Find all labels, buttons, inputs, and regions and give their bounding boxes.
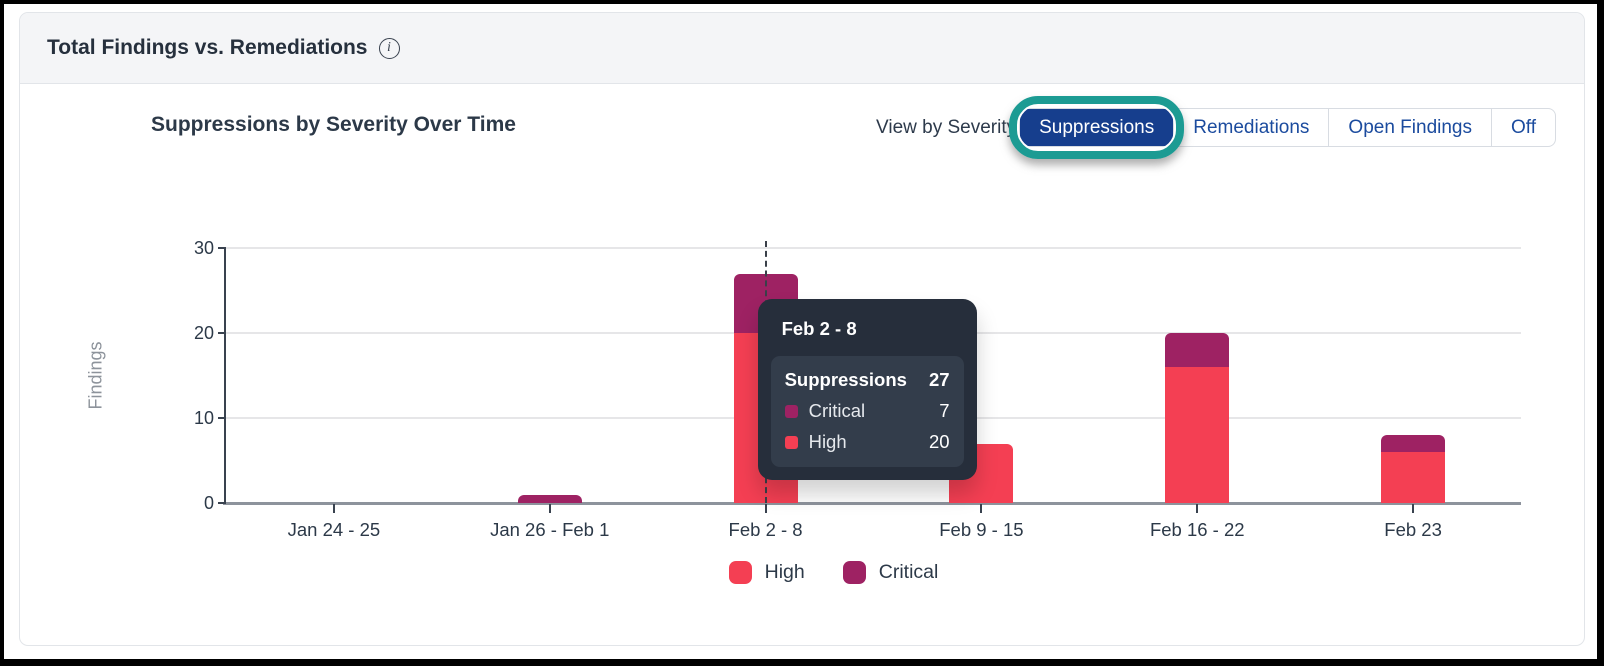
x-tick-5	[1412, 504, 1415, 513]
legend-label-high: High	[764, 561, 805, 583]
y-axis-title: Findings	[85, 341, 106, 410]
y-tick-20	[218, 332, 226, 334]
tooltip-swatch-critical	[784, 404, 798, 418]
bar-critical-4[interactable]	[1165, 333, 1230, 367]
tooltip-row-high: High 20	[784, 431, 950, 453]
y-axis-line	[224, 248, 226, 503]
page-background: Total Findings vs. Remediations i Suppre…	[4, 4, 1597, 659]
view-by-severity-controls: View by Severity Suppressions Remediatio…	[876, 96, 1556, 159]
tooltip-panel: Suppressions 27 Critical 7 High 20	[770, 356, 964, 467]
x-axis-line	[223, 502, 1521, 505]
y-tick-label-0: 0	[203, 493, 214, 513]
x-tick-0	[332, 504, 335, 513]
severity-view-toggle-group: Suppressions Remediations Open Findings …	[1009, 96, 1556, 159]
tooltip-label-high: High	[808, 431, 847, 452]
tooltip-total-label: Suppressions	[784, 369, 907, 390]
tooltip-row-critical: Critical 7	[784, 400, 950, 422]
x-tick-label-3: Feb 9 - 15	[939, 519, 1024, 540]
toggle-off[interactable]: Off	[1491, 109, 1555, 146]
tooltip-total-value: 27	[929, 369, 950, 390]
y-tick-label-10: 10	[193, 408, 214, 428]
findings-card: Total Findings vs. Remediations i Suppre…	[19, 12, 1585, 646]
bar-critical-1[interactable]	[517, 494, 582, 503]
chart-tooltip: Feb 2 - 8 Suppressions 27 Critical 7 High 2…	[757, 299, 977, 480]
x-tick-label-1: Jan 26 - Feb 1	[490, 519, 610, 540]
y-tick-30	[218, 247, 226, 249]
x-tick-label-2: Feb 2 - 8	[728, 519, 803, 540]
x-tick-4	[1196, 504, 1199, 513]
x-tick-label-0: Jan 24 - 25	[287, 519, 381, 540]
card-title: Total Findings vs. Remediations	[47, 36, 368, 59]
x-tick-3	[980, 504, 983, 513]
tooltip-swatch-high	[784, 435, 798, 449]
bar-high-5[interactable]	[1381, 452, 1446, 503]
legend-swatch-high	[728, 561, 752, 584]
y-tick-10	[218, 417, 226, 419]
tooltip-value-high: 20	[929, 431, 950, 452]
bar-high-4[interactable]	[1165, 367, 1230, 503]
legend-item-critical[interactable]: Critical	[842, 561, 939, 584]
view-by-severity-label: View by Severity	[876, 116, 1017, 138]
info-icon[interactable]: i	[378, 37, 400, 59]
tooltip-title: Feb 2 - 8	[781, 318, 857, 339]
toggle-suppressions[interactable]: Suppressions	[1020, 109, 1174, 146]
card-header: Total Findings vs. Remediations i	[20, 13, 1584, 84]
legend-item-high[interactable]: High	[728, 561, 805, 584]
y-tick-label-20: 20	[193, 323, 214, 343]
tooltip-total-row: Suppressions 27	[785, 369, 950, 391]
y-tick-label-30: 30	[193, 238, 214, 258]
chart-title: Suppressions by Severity Over Time	[151, 113, 516, 136]
chart-legend: High Critical	[186, 561, 1481, 584]
toggle-open-findings[interactable]: Open Findings	[1328, 109, 1491, 146]
bar-critical-5[interactable]	[1381, 435, 1446, 452]
gridline-30	[226, 247, 1521, 249]
legend-swatch-critical	[842, 561, 866, 584]
y-tick-0	[218, 502, 226, 504]
tooltip-value-critical: 7	[939, 400, 950, 421]
x-tick-label-5: Feb 23	[1384, 519, 1442, 540]
tooltip-label-critical: Critical	[808, 400, 866, 421]
legend-label-critical: Critical	[878, 561, 939, 583]
x-tick-label-4: Feb 16 - 22	[1149, 519, 1245, 540]
toggle-remediations[interactable]: Remediations	[1173, 109, 1328, 146]
x-tick-1	[548, 504, 551, 513]
x-tick-2	[764, 504, 767, 513]
